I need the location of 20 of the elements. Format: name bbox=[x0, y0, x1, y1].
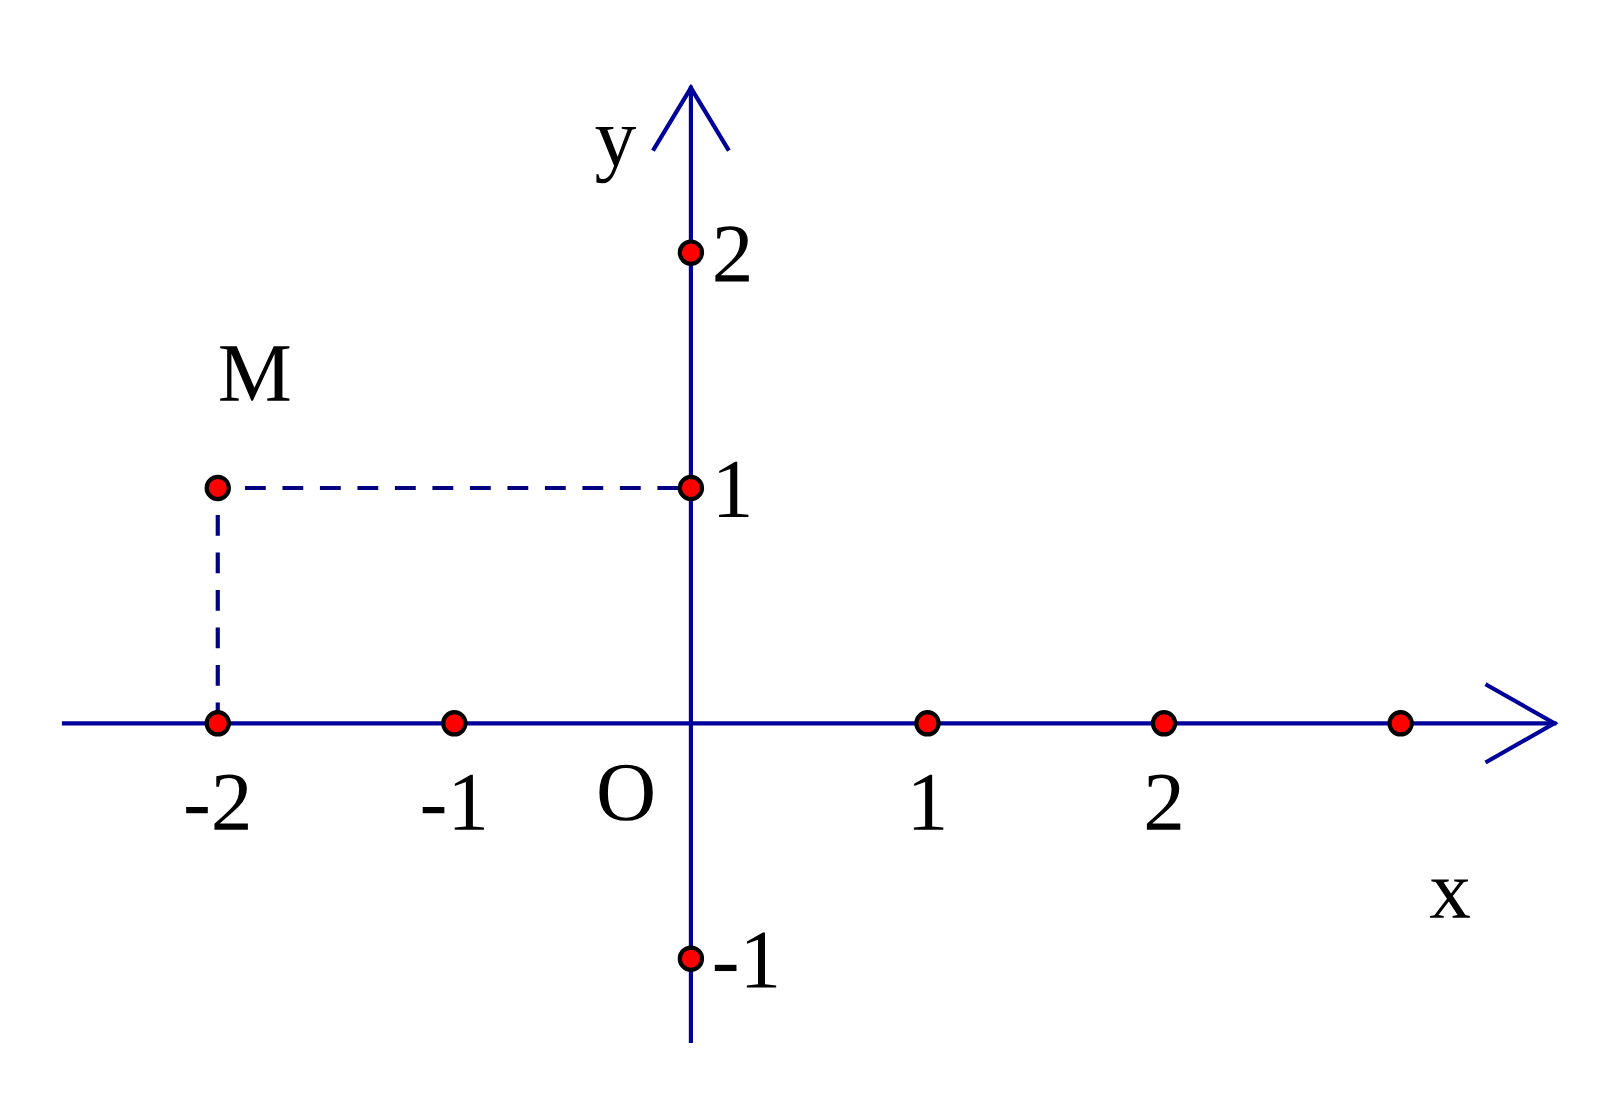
point bbox=[204, 474, 231, 502]
x-tick-label: -1 bbox=[422, 774, 485, 830]
point bbox=[1150, 710, 1178, 737]
point bbox=[1387, 710, 1414, 737]
point bbox=[204, 710, 231, 737]
series-label: M bbox=[220, 346, 290, 401]
y-tick-label: 1 bbox=[719, 461, 749, 517]
point bbox=[677, 945, 705, 972]
x-tick-label: 2 bbox=[1146, 774, 1181, 830]
annotation: O bbox=[599, 764, 653, 821]
point bbox=[914, 710, 941, 737]
y-tick-label: 2 bbox=[715, 226, 749, 282]
y-tick-label: -1 bbox=[714, 932, 777, 988]
point bbox=[677, 474, 705, 502]
x-tick-label: -2 bbox=[186, 774, 248, 830]
y-axis-title: y bbox=[595, 126, 636, 184]
x-tick-label: 1 bbox=[913, 774, 944, 830]
x-axis-title: x bbox=[1429, 879, 1470, 918]
point bbox=[677, 239, 705, 266]
point bbox=[441, 710, 468, 737]
